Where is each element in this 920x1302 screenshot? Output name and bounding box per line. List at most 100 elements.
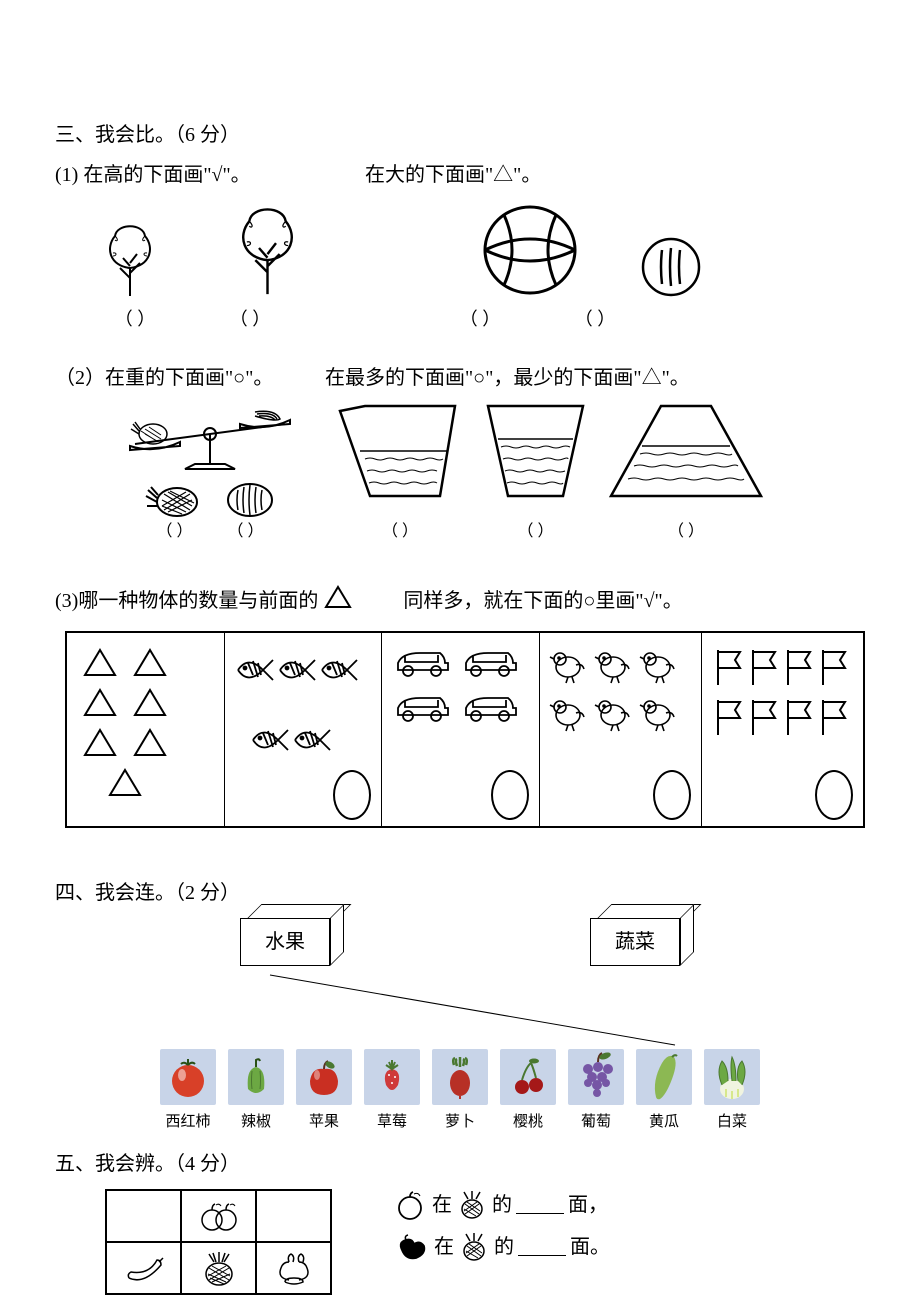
- tomato-icon: [166, 1055, 210, 1099]
- q3-1-left: (1) 在高的下面画"√"。: [55, 160, 365, 190]
- grape-icon: [572, 1051, 620, 1103]
- grid-apples-icon: [181, 1190, 256, 1242]
- q5-content: 在 的 面， 在 的 面。: [105, 1189, 865, 1295]
- paren[interactable]: （ ）: [415, 306, 545, 333]
- section-5-title: 五、我会辨。（4 分）: [55, 1149, 865, 1179]
- q3-1-right: 在大的下面画"△"。: [365, 160, 865, 190]
- cell-triangles: [67, 633, 225, 826]
- food-label: 樱桃: [513, 1111, 543, 1134]
- grid-pineapple-icon: [181, 1242, 256, 1294]
- cars-icon: [390, 645, 525, 750]
- paren[interactable]: （ ）: [156, 520, 192, 544]
- food-label: 草莓: [377, 1111, 407, 1134]
- q3-2-prompts: （2）在重的下面画"○"。 在最多的下面画"○"，最少的下面画"△"。: [55, 363, 865, 393]
- food-label: 黄瓜: [649, 1111, 679, 1134]
- box-veg-label: 蔬菜: [590, 918, 680, 966]
- triangles-icon: [75, 645, 205, 805]
- radish-icon: [438, 1055, 482, 1099]
- pineapple-small-icon: [456, 1189, 488, 1221]
- cabbage-icon: [708, 1051, 756, 1103]
- food-strawberry[interactable]: 草莓: [362, 1049, 422, 1134]
- q3-2-right: 在最多的下面画"○"，最少的下面画"△"。: [325, 363, 690, 393]
- food-label: 西红柿: [165, 1111, 210, 1134]
- word-at: 在: [432, 1190, 452, 1220]
- grid-pear-icon: [256, 1242, 331, 1294]
- q3-2-left: （2）在重的下面画"○"。: [55, 363, 325, 393]
- answer-circle[interactable]: [653, 770, 691, 820]
- food-label: 葡萄: [581, 1111, 611, 1134]
- q3-1-images: [95, 198, 865, 298]
- q3-3-table: [65, 631, 865, 828]
- q3-1-prompts: (1) 在高的下面画"√"。 在大的下面画"△"。: [55, 160, 865, 190]
- basketball-icon: [480, 203, 580, 298]
- paren[interactable]: （ ）: [606, 520, 766, 544]
- box-veg: 蔬菜: [590, 918, 680, 966]
- food-tomato[interactable]: 西红柿: [158, 1049, 218, 1134]
- q3-3-prompt: (3)哪一种物体的数量与前面的 同样多，就在下面的○里画"√"。: [55, 584, 865, 619]
- q3-2-images: （ ） （ ） （ ） （: [125, 401, 865, 544]
- box-fruit: 水果: [240, 918, 330, 966]
- paren[interactable]: （ ）: [545, 306, 645, 333]
- position-grid: [105, 1189, 332, 1295]
- box-fruit-label: 水果: [240, 918, 330, 966]
- flags-icon: [710, 645, 855, 750]
- water-containers: （ ） （ ） （ ）: [335, 401, 766, 544]
- food-items-row: 西红柿 辣椒 苹果 草莓 萝卜 樱桃 葡萄 黄瓜 白菜: [55, 1049, 865, 1134]
- food-cherry[interactable]: 樱桃: [498, 1049, 558, 1134]
- paren[interactable]: （ ）: [85, 306, 185, 333]
- pepper-icon: [234, 1055, 278, 1099]
- food-cucumber[interactable]: 黄瓜: [634, 1049, 694, 1134]
- food-label: 苹果: [309, 1111, 339, 1134]
- flask-icon: [606, 401, 766, 511]
- paren[interactable]: （ ）: [483, 520, 588, 544]
- triangle-icon: [323, 584, 353, 619]
- food-label: 辣椒: [241, 1111, 271, 1134]
- answer-circle[interactable]: [815, 770, 853, 820]
- pineapple-icon: [142, 478, 202, 520]
- chicks-icon: [548, 645, 693, 750]
- section-3-title: 三、我会比。（6 分）: [55, 120, 865, 150]
- strawberry-icon: [370, 1055, 414, 1099]
- food-label: 白菜: [717, 1111, 747, 1134]
- tree-small-icon: [95, 218, 165, 298]
- section-4-title: 四、我会连。（2 分）: [55, 878, 865, 908]
- tree-big-icon: [225, 198, 310, 298]
- cell-chicks: [540, 633, 702, 826]
- food-pepper[interactable]: 辣椒: [226, 1049, 286, 1134]
- grid-banana-icon: [106, 1242, 181, 1294]
- category-boxes: 水果 蔬菜: [55, 918, 865, 966]
- food-grape[interactable]: 葡萄: [566, 1049, 626, 1134]
- pineapple-small-icon: [458, 1231, 490, 1263]
- q3-1-parens: （ ） （ ） （ ） （ ）: [85, 306, 865, 333]
- answer-circle[interactable]: [333, 770, 371, 820]
- balance-scale-icon: [125, 404, 295, 474]
- cell-fish: [225, 633, 383, 826]
- word-side: 面，: [568, 1190, 608, 1220]
- cucumber-icon: [642, 1051, 686, 1103]
- answer-circle[interactable]: [491, 770, 529, 820]
- cell-flags: [702, 633, 863, 826]
- cup-icon: [483, 401, 588, 511]
- paren[interactable]: （ ）: [228, 520, 264, 544]
- cell-cars: [382, 633, 540, 826]
- apple-icon: [302, 1055, 346, 1099]
- food-label: 萝卜: [445, 1111, 475, 1134]
- apple-outline-icon: [392, 1190, 428, 1220]
- cherry-icon: [506, 1055, 550, 1099]
- food-cabbage[interactable]: 白菜: [702, 1049, 762, 1134]
- small-ball-icon: [640, 236, 702, 298]
- blank-input[interactable]: [516, 1196, 564, 1214]
- pitcher-icon: [335, 401, 465, 511]
- peach-outline-icon: [392, 1232, 430, 1262]
- food-radish[interactable]: 萝卜: [430, 1049, 490, 1134]
- connection-line: [185, 970, 885, 1050]
- word-de: 的: [492, 1190, 512, 1220]
- word-side: 面。: [570, 1232, 610, 1262]
- blank-input[interactable]: [518, 1238, 566, 1256]
- onion-icon: [222, 478, 278, 520]
- q3-3-after: 同样多，就在下面的○里画"√"。: [403, 590, 682, 612]
- paren[interactable]: （ ）: [185, 306, 315, 333]
- paren[interactable]: （ ）: [335, 520, 465, 544]
- word-at: 在: [434, 1232, 454, 1262]
- food-apple[interactable]: 苹果: [294, 1049, 354, 1134]
